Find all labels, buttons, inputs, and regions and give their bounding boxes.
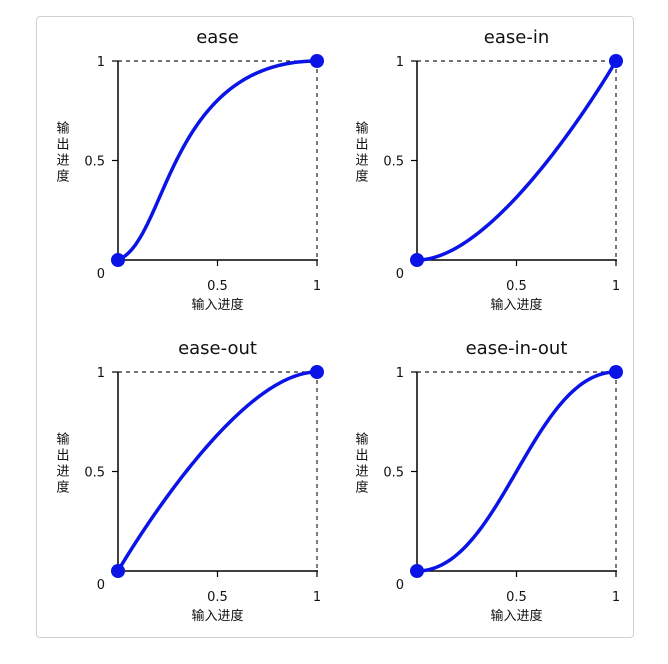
end-point-dot [310, 54, 324, 68]
start-point-dot [410, 564, 424, 578]
y-tick-label: 0 [97, 267, 105, 282]
x-tick-label: 1 [313, 590, 321, 605]
y-tick-label: 1 [396, 55, 404, 70]
x-tick-label: 0.5 [506, 279, 527, 294]
y-tick-label: 1 [396, 366, 404, 381]
y-tick-label: 0 [97, 578, 105, 593]
x-axis-label: 输入进度 [490, 608, 542, 624]
x-tick-label: 0.5 [207, 590, 228, 605]
y-axis-label: 输出进度 [355, 432, 368, 496]
y-axis-label: 输出进度 [355, 121, 368, 185]
chart-title: ease-out [178, 338, 257, 359]
y-tick-label: 0 [396, 267, 404, 282]
x-tick-label: 0.5 [506, 590, 527, 605]
x-axis-label: 输入进度 [490, 297, 542, 313]
y-tick-label: 0 [396, 578, 404, 593]
easing-curve-line [116, 59, 319, 262]
x-tick-label: 0.5 [207, 279, 228, 294]
easing-curve-line [116, 370, 319, 573]
x-axis-label: 输入进度 [191, 297, 243, 313]
end-point-dot [609, 365, 623, 379]
chart-title: ease-in [484, 27, 549, 48]
start-point-dot [111, 253, 125, 267]
end-point-dot [609, 54, 623, 68]
y-tick-label: 0.5 [84, 155, 105, 170]
y-axis-label: 输出进度 [56, 432, 69, 496]
end-point-dot [310, 365, 324, 379]
chart-title: ease-in-out [466, 338, 568, 359]
y-tick-label: 0.5 [383, 466, 404, 481]
x-tick-label: 1 [313, 279, 321, 294]
x-axis-label: 输入进度 [191, 608, 243, 624]
easing-curve-line [415, 59, 618, 262]
y-axis-label: 输出进度 [56, 121, 69, 185]
start-point-dot [111, 564, 125, 578]
x-tick-label: 1 [612, 279, 620, 294]
start-point-dot [410, 253, 424, 267]
y-tick-label: 1 [97, 366, 105, 381]
y-tick-label: 0.5 [84, 466, 105, 481]
easing-curve-line [415, 370, 618, 573]
y-tick-label: 1 [97, 55, 105, 70]
x-tick-label: 1 [612, 590, 620, 605]
chart-title: ease [196, 27, 239, 48]
y-tick-label: 0.5 [383, 155, 404, 170]
chart-panel [36, 16, 634, 638]
